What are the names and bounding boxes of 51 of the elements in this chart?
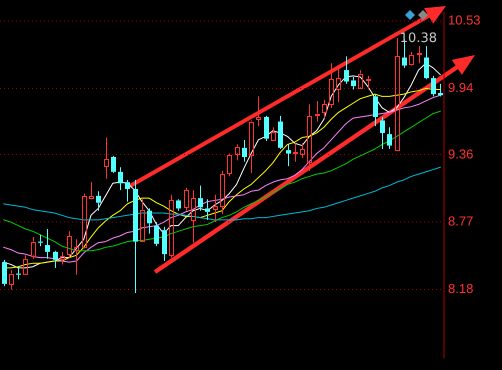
candlestick — [336, 66, 341, 103]
y-tick-label: 8.77 — [448, 214, 474, 229]
candlestick — [307, 104, 312, 172]
y-tick-label: 9.94 — [448, 80, 474, 95]
candlestick — [242, 139, 247, 162]
candlestick — [373, 94, 378, 127]
candlestick — [60, 251, 65, 265]
candlestick — [249, 120, 254, 174]
candlestick — [205, 198, 210, 220]
candlestick — [286, 144, 291, 167]
candlestick — [438, 83, 443, 97]
candlestick — [278, 115, 283, 150]
candlestick — [417, 46, 422, 64]
candlestick — [380, 116, 385, 150]
candlestick — [140, 198, 145, 242]
candlestick — [74, 238, 79, 276]
candlestick — [191, 190, 196, 244]
annotation: 10.38 — [400, 31, 437, 46]
y-tick-label: 9.36 — [448, 146, 474, 162]
candlestick — [89, 182, 94, 200]
candlestick — [162, 226, 167, 262]
candlestick — [147, 208, 152, 234]
candlestick — [424, 46, 429, 80]
candlestick — [256, 96, 261, 127]
candlestick — [125, 179, 130, 202]
candlestick — [395, 38, 400, 152]
candlestick — [118, 166, 123, 191]
candlestick — [322, 99, 327, 119]
candlestick — [315, 100, 320, 122]
candlestick — [213, 194, 218, 223]
candlestick — [264, 115, 269, 142]
candlestick — [154, 222, 159, 247]
candlestick — [366, 75, 371, 90]
candlestick — [329, 62, 334, 108]
y-tick-label: 10.53 — [448, 12, 481, 28]
candlestick — [9, 270, 14, 290]
candlestick — [133, 179, 138, 294]
candlestick — [96, 190, 101, 212]
candlestick — [53, 250, 58, 268]
candlestick — [293, 142, 298, 162]
candlestick — [45, 228, 50, 260]
candlestick — [300, 142, 305, 159]
y-tick-label: 8.18 — [448, 281, 474, 296]
candlestick — [387, 126, 392, 150]
candlestick — [431, 75, 436, 97]
candlestick — [198, 185, 203, 212]
candlestick — [351, 76, 356, 90]
candlestick — [344, 56, 349, 84]
candlestick — [235, 144, 240, 161]
candlestick — [104, 137, 109, 180]
candlestick — [220, 170, 225, 215]
